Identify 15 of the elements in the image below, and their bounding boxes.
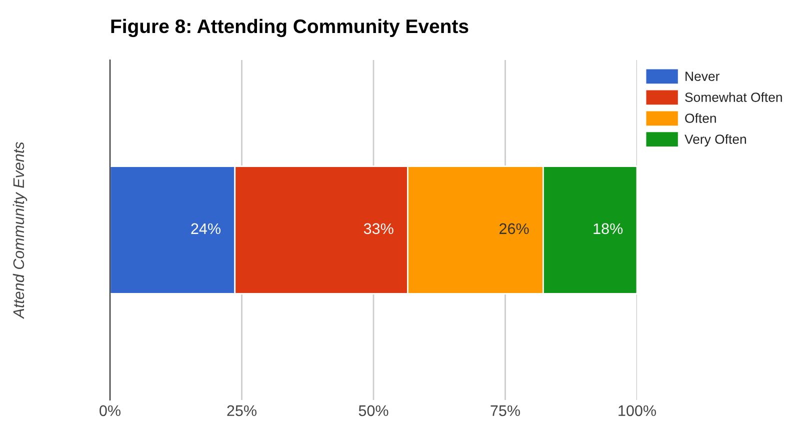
x-tick-label: 75%	[490, 405, 520, 416]
x-tick-label: 25%	[227, 405, 256, 416]
x-tick-label: 0%	[100, 405, 120, 416]
legend-label: Often	[685, 113, 716, 123]
x-tick-label: 100%	[618, 405, 656, 416]
legend-label: Very Often	[684, 134, 746, 147]
data-label: 26%	[500, 223, 529, 234]
data-label: 18%	[594, 223, 623, 234]
data-label: 24%	[191, 223, 220, 234]
y-axis-title: Attend Community Events	[12, 142, 28, 320]
legend-label: Somewhat Often	[685, 92, 782, 102]
x-tick-label: 50%	[358, 405, 388, 416]
chart-title: Figure 8: Attending Community Events	[111, 18, 468, 38]
legend-label: Never	[686, 72, 720, 81]
data-label: 33%	[364, 223, 394, 234]
